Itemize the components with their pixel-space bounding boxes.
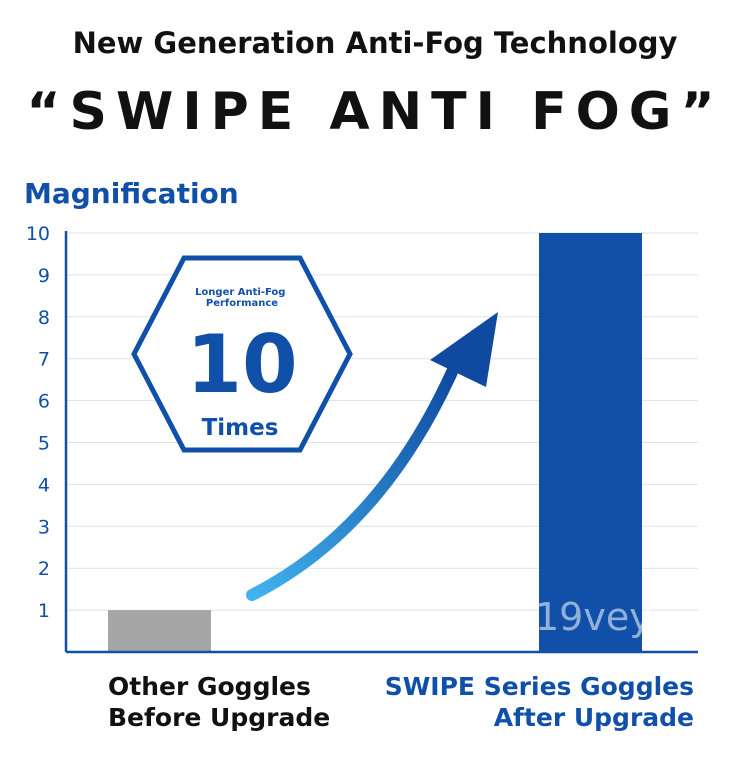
y-tick-label: 5: [38, 433, 50, 455]
watermark: 19vey: [535, 595, 652, 639]
category-label-line: Other Goggles: [108, 672, 311, 701]
category-label-line: Before Upgrade: [108, 703, 331, 732]
y-tick-label: 2: [38, 558, 50, 580]
category-label-swipe: SWIPE Series Goggles After Upgrade: [385, 671, 694, 733]
headline-title: “SWIPE ANTI FOG”: [26, 82, 724, 142]
y-tick-labels: 1 2 3 4 5 6 7 8 9 10: [26, 223, 50, 622]
y-tick-label: 7: [38, 349, 50, 371]
y-tick-label: 8: [38, 307, 50, 329]
badge-value: 10: [186, 318, 297, 411]
growth-arrow-icon: [246, 312, 498, 601]
y-tick-label: 10: [26, 223, 50, 245]
badge: Longer Anti-Fog Performance 10 Times: [131, 255, 353, 453]
y-tick-label: 3: [38, 516, 50, 538]
y-tick-label: 1: [38, 600, 50, 622]
bar-swipe-goggles: [539, 233, 642, 652]
badge-top-text: Longer Anti-Fog Performance: [195, 287, 289, 309]
y-tick-label: 9: [38, 265, 50, 287]
headline-subtitle: New Generation Anti-Fog Technology: [72, 26, 678, 60]
category-label-line: After Upgrade: [493, 703, 694, 732]
hexagon-icon: [131, 255, 353, 453]
y-tick-label: 6: [38, 391, 50, 413]
category-label-line: SWIPE Series Goggles: [384, 672, 694, 701]
bars: [108, 233, 642, 652]
y-axis-label: Magnification: [24, 177, 239, 210]
bar-other-goggles: [108, 610, 211, 652]
badge-unit: Times: [202, 415, 279, 441]
y-tick-label: 4: [38, 474, 50, 496]
category-label-other: Other Goggles Before Upgrade: [108, 671, 330, 733]
